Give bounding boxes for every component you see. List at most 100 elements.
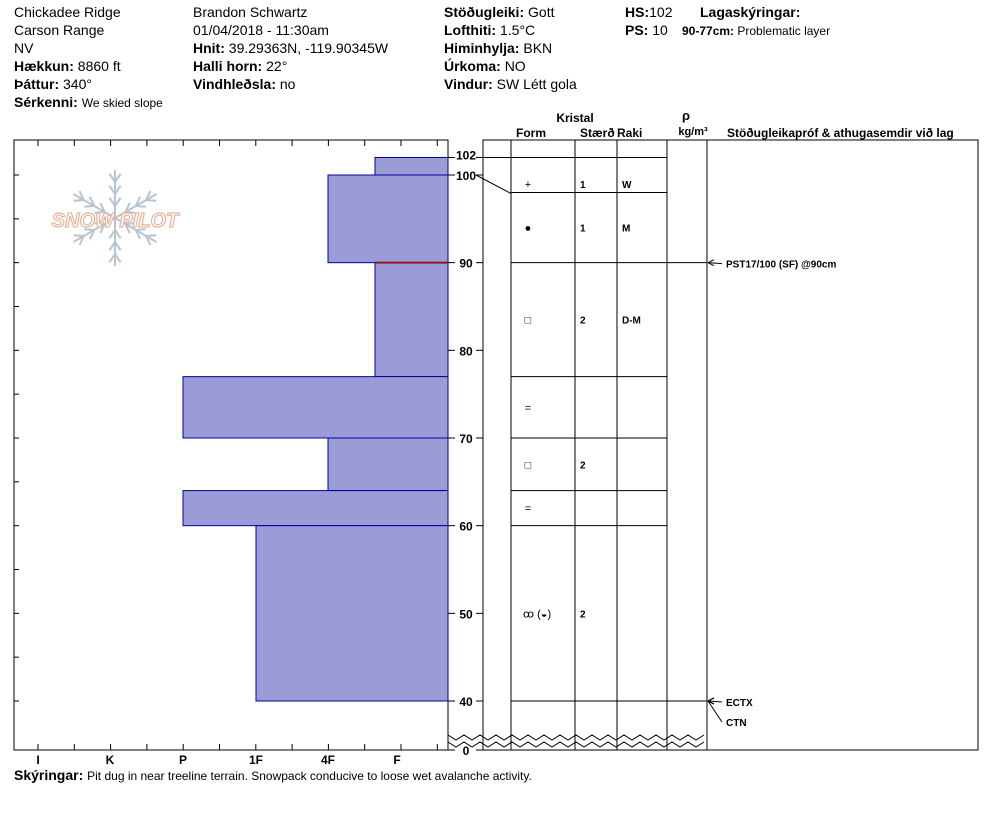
slope-value: 22° [266,58,288,74]
notes-label: Skýringar: [14,767,84,783]
snowflake-branch [145,190,152,201]
header-comments: Stöðugleikapróf & athugasemdir við lag [727,126,954,140]
hardness-label: 4F [321,753,335,767]
crystal-form: ● [525,223,532,235]
layer-note-text: Problematic layer [737,24,831,38]
snowflake-branch [73,234,84,237]
snowflake-branch [94,211,105,214]
layer-note: 90-77cm: Problematic layer [682,22,830,40]
ps-value: 10 [652,22,668,38]
slope-label: Halli horn: [193,58,263,74]
wind-loading-label: Vindhleðsla: [193,76,276,92]
depth-label: 102 [456,148,476,162]
crystal-form: □ [525,315,532,327]
snowflake-branch [146,234,157,237]
hardness-bar [374,156,449,176]
test-arrowhead [707,697,715,705]
air-temp-row: Lofthiti: 1.5°C [444,21,577,39]
snowflake-branch [114,253,122,263]
hardness-axis-labels: I K P 1F 4F F [36,753,400,767]
coords-label: Hnit: [193,40,225,56]
location-name: Chickadee Ridge [14,4,121,20]
hardness-label: 1F [249,753,263,767]
header-depths: HS:102 PS: 10 [625,3,672,39]
crystal-size: 2 [580,460,586,471]
crystal-size: 1 [580,224,586,235]
crystal-moisture: W [622,180,632,191]
depth-label: 40 [459,695,473,709]
stability-row: Stöðugleiki: Gott [444,3,577,21]
state-name: NV [14,40,34,56]
depth-axis-labels: 0 40 50 60 70 80 90 100 102 [456,148,476,758]
footer-notes: Skýringar: Pit dug in near treeline terr… [14,766,532,785]
snowflake-icon [72,170,158,266]
snowflake-branch [114,197,122,207]
crystal-size: 1 [580,180,586,191]
test-annotations: PST17/100 (SF) @90cm ECTX CTN [707,259,836,729]
snowflake-branch [114,173,122,183]
observer-name: Brandon Schwartz [193,4,308,20]
snowflake-branch [108,173,116,183]
snowflake-branch [125,211,136,214]
hardness-bar [182,490,449,527]
features-value: We skied slope [81,96,163,110]
air-temp-label: Lofthiti: [444,22,497,38]
features-label: Sérkenni: [14,94,78,110]
coords-row: Hnit: 39.29363N, -119.90345W [193,39,388,57]
hardness-label: I [36,753,39,767]
wind-loading-row: Vindhleðsla: no [193,75,388,93]
features-row: Sérkenni: We skied slope [14,93,163,112]
snowflake-branch [114,185,122,195]
hs-row: HS:102 [625,3,672,21]
snowpilot-logo: SNOW PILOT [51,170,181,266]
hardness-bar [374,262,449,378]
header-observer: Brandon Schwartz 01/04/2018 - 11:30am Hn… [193,3,388,93]
layer-note-range: 90-77cm: [682,24,735,38]
range-name: Carson Range [14,22,105,38]
aspect-row: Þáttur: 340° [14,75,163,93]
snowflake-branch [108,197,116,207]
wind-value: SW Létt gola [496,76,577,92]
test-label: ECTX [726,698,753,709]
depth-label: 100 [456,169,476,183]
depth-label: 90 [459,257,473,271]
depth-label: 0 [463,744,470,758]
hardness-label: F [393,753,400,767]
test-arrow [707,700,723,723]
crystal-table [482,139,979,751]
hardness-bars [182,156,449,702]
snowflake-branch [108,241,116,251]
snowflake-branch [114,229,122,239]
snowflake-branch [108,229,116,239]
wind-label: Vindur: [444,76,493,92]
depth-label: 70 [459,432,473,446]
air-temp-value: 1.5°C [499,22,536,38]
test-label: PST17/100 (SF) @90cm [726,260,836,271]
snowflake-branch [124,223,131,234]
snowflake-branch [114,241,122,251]
axis-break-zigzag [447,734,705,741]
header-site: Chickadee Ridge Carson Range NV Hækkun: … [14,3,163,112]
snowflake-branch [78,190,85,201]
header-moisture: Raki [617,126,642,140]
crystal-size: 2 [580,609,586,620]
layer-notes-title: Lagaskýringar: [700,3,800,21]
axis-break-zigzag [447,741,705,748]
depth-label: 60 [459,520,473,534]
depth-axis [447,156,705,751]
test-label: CTN [726,718,747,729]
snowflake-branch [135,205,146,208]
header-size: Stærð [580,126,615,140]
crystal-moisture: D-M [622,316,641,327]
header-weather: Stöðugleiki: Gott Lofthiti: 1.5°C Himinh… [444,3,577,93]
hardness-bar [327,174,449,264]
hardness-axis-ticks [14,140,438,750]
snowflake-branch [88,229,96,240]
elevation-label: Hækkun: [14,58,74,74]
stability-value: Gott [528,4,555,20]
header-density-symbol: ρ [682,108,690,123]
snowflake-branch [78,235,85,246]
hardness-bar [255,525,449,702]
crystal-rows: +1 W ● 1 M □ 2 D-M = □ 2 = ꝏ (◒) 2 [475,156,707,702]
